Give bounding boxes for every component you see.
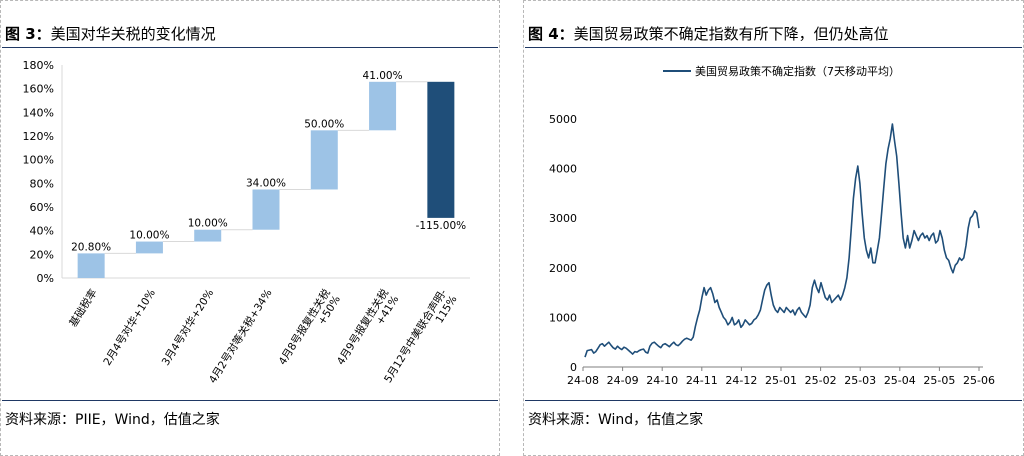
right-x-tick-label: 25-01 bbox=[765, 374, 797, 387]
right-source-rule bbox=[525, 400, 1022, 401]
right-figure-number: 图 4： bbox=[528, 25, 574, 43]
waterfall-bar bbox=[135, 241, 163, 254]
waterfall-bar bbox=[369, 81, 397, 131]
left-y-tick-label: 80% bbox=[30, 177, 54, 190]
left-y-tick-label: 120% bbox=[23, 130, 54, 143]
right-panel-title: 图 4：美国贸易政策不确定指数有所下降，但仍处高位 bbox=[528, 25, 889, 43]
left-y-tick-label: 180% bbox=[23, 59, 54, 72]
waterfall-bar bbox=[77, 253, 105, 278]
right-x-tick-label: 25-03 bbox=[844, 374, 876, 387]
waterfall-data-label: -115.00% bbox=[416, 220, 467, 232]
waterfall-category-label: 4月8号报复性关税+50% bbox=[276, 286, 343, 367]
waterfall-category-text: 基础税率 bbox=[66, 287, 99, 330]
right-y-tick-label: 0 bbox=[570, 361, 577, 374]
left-panel-title: 图 3：美国对华关税的变化情况 bbox=[5, 25, 216, 43]
waterfall-bar bbox=[427, 81, 455, 218]
waterfall-category-text: 4月2号对等关税+34% bbox=[206, 287, 275, 386]
left-y-tick-label: 40% bbox=[30, 225, 54, 238]
waterfall-data-label: 20.80% bbox=[71, 241, 111, 253]
right-x-tick-label: 25-02 bbox=[805, 374, 837, 387]
right-x-tick-label: 24-10 bbox=[646, 374, 678, 387]
uncertainty-index-line bbox=[584, 123, 980, 358]
left-source-note: 资料来源：PIIE，Wind，估值之家 bbox=[5, 412, 220, 428]
right-y-tick-label: 3000 bbox=[549, 212, 577, 225]
waterfall-category-label: 2月4号对华+10% bbox=[101, 287, 158, 368]
waterfall-category-label: 4月2号对等关税+34% bbox=[206, 287, 275, 386]
right-y-tick-label: 5000 bbox=[549, 113, 577, 126]
right-y-tick-label: 2000 bbox=[549, 262, 577, 275]
left-y-tick-label: 160% bbox=[23, 83, 54, 96]
left-figure-number: 图 3： bbox=[5, 25, 51, 43]
left-y-tick-label: 0% bbox=[37, 272, 54, 285]
left-title-rule bbox=[2, 47, 498, 48]
left-y-tick-label: 60% bbox=[30, 201, 54, 214]
right-x-tick-label: 24-12 bbox=[725, 374, 757, 387]
waterfall-category-label: 4月9号报复性关税+41% bbox=[334, 286, 401, 367]
left-y-tick-label: 140% bbox=[23, 106, 54, 119]
right-title-rule bbox=[525, 47, 1022, 48]
right-x-tick-label: 25-04 bbox=[884, 374, 916, 387]
right-x-tick-label: 25-05 bbox=[923, 374, 955, 387]
waterfall-category-label: 3月4号对华+20% bbox=[159, 287, 216, 368]
left-title-text: 美国对华关税的变化情况 bbox=[50, 25, 216, 43]
left-source-rule bbox=[2, 400, 498, 401]
right-panel: 图 4：美国贸易政策不确定指数有所下降，但仍处高位 美国贸易政策不确定指数（7天… bbox=[523, 0, 1024, 456]
tariff-waterfall-chart: 0% 20% 40% 60% 80% 100% 120% 140% 160% 180% 20.80%… bbox=[23, 59, 470, 386]
waterfall-bar bbox=[194, 229, 222, 242]
left-y-tick-label: 100% bbox=[23, 154, 54, 167]
right-source-note: 资料来源：Wind，估值之家 bbox=[528, 412, 704, 428]
waterfall-data-label: 50.00% bbox=[304, 118, 344, 130]
waterfall-category-text: 2月4号对华+10% bbox=[101, 287, 158, 368]
right-x-tick-label: 25-06 bbox=[963, 374, 995, 387]
right-x-tick-label: 24-11 bbox=[686, 374, 718, 387]
line-legend-label: 美国贸易政策不确定指数（7天移动平均） bbox=[695, 64, 900, 78]
waterfall-category-label: 基础税率 bbox=[66, 287, 99, 330]
right-x-tick-label: 24-08 bbox=[567, 374, 599, 387]
right-y-tick-label: 4000 bbox=[549, 163, 577, 176]
waterfall-data-label: 41.00% bbox=[363, 70, 403, 82]
left-y-tick-label: 20% bbox=[30, 248, 54, 261]
waterfall-category-text: 3月4号对华+20% bbox=[159, 287, 216, 368]
waterfall-data-label: 10.00% bbox=[188, 218, 228, 230]
waterfall-bar bbox=[252, 189, 280, 230]
trade-uncertainty-line-chart: 美国贸易政策不确定指数（7天移动平均） 0 1000 2000 3000 4000 5000… bbox=[549, 64, 995, 387]
waterfall-bar bbox=[310, 130, 338, 190]
waterfall-data-label: 10.00% bbox=[129, 230, 169, 242]
left-panel: 图 3：美国对华关税的变化情况 0% 20% 40% 60% 80% 100% 120% 14… bbox=[0, 0, 500, 456]
right-x-tick-label: 24-09 bbox=[607, 374, 639, 387]
right-title-text: 美国贸易政策不确定指数有所下降，但仍处高位 bbox=[573, 25, 889, 43]
waterfall-data-label: 34.00% bbox=[246, 177, 286, 189]
right-y-tick-label: 1000 bbox=[549, 311, 577, 324]
